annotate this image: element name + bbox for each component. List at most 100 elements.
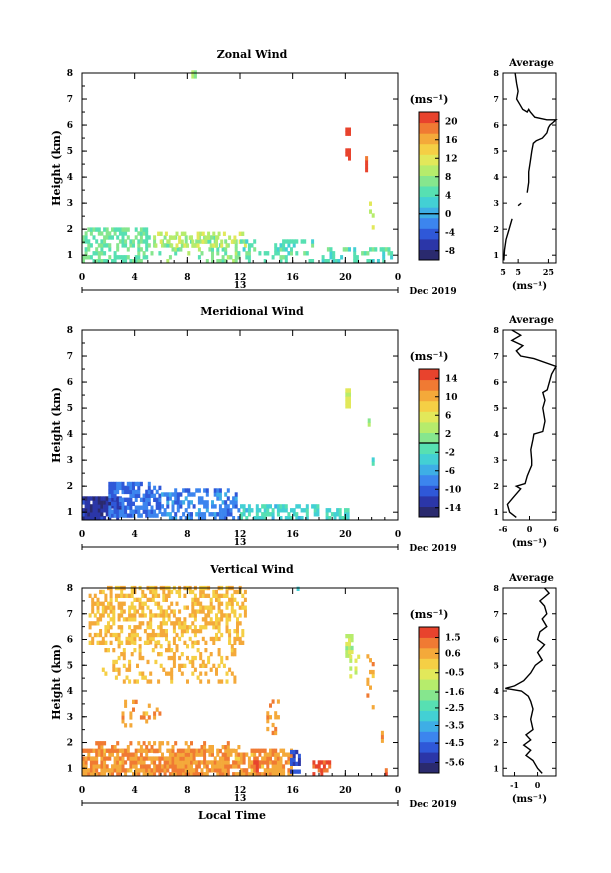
- heatmap-cell: [128, 625, 132, 630]
- avg-y-tick-label: 8: [493, 325, 499, 335]
- heatmap-cell: [233, 640, 237, 645]
- heatmap-cell: [216, 772, 220, 777]
- heatmap-cell: [217, 617, 221, 622]
- average-profile-line: [505, 587, 551, 774]
- heatmap-cell: [142, 227, 146, 232]
- heatmap-cell: [99, 632, 103, 638]
- heatmap-cell: [274, 752, 278, 757]
- heatmap-cell: [348, 400, 351, 405]
- heatmap-cell: [236, 625, 239, 630]
- heatmap-cell: [211, 259, 214, 264]
- heatmap-cell: [300, 516, 304, 521]
- heatmap-cell: [349, 658, 353, 663]
- heatmap-cell: [220, 593, 224, 598]
- heatmap-cell: [184, 488, 188, 493]
- heatmap-cell: [96, 609, 100, 614]
- heatmap-cell: [191, 640, 195, 645]
- heatmap-cell: [84, 512, 88, 517]
- avg-y-tick-label: 6: [493, 635, 499, 645]
- heatmap-cell: [92, 227, 96, 232]
- heatmap-cell: [130, 640, 134, 645]
- heatmap-cell: [226, 255, 230, 260]
- avg-y-tick-label: 7: [493, 609, 499, 619]
- heatmap-cell: [145, 243, 149, 248]
- heatmap-cell: [97, 504, 101, 509]
- heatmap-cell: [125, 667, 129, 672]
- heatmap-cell: [266, 251, 270, 256]
- heatmap-cell: [150, 748, 154, 753]
- heatmap-cell: [128, 593, 132, 598]
- heatmap-cell: [145, 239, 149, 244]
- heatmap-cell: [176, 756, 180, 761]
- heatmap-cell: [199, 679, 203, 684]
- heatmap-cell: [216, 768, 220, 773]
- heatmap-cell: [191, 239, 195, 244]
- heatmap-cell: [113, 756, 117, 761]
- heatmap-cell: [111, 496, 114, 501]
- heatmap-cell: [290, 516, 293, 521]
- heatmap-cell: [167, 593, 171, 598]
- heatmap-cell: [183, 231, 187, 236]
- heatmap-cell: [95, 764, 99, 769]
- heatmap-cell: [326, 259, 330, 264]
- x-tick-label: 4: [132, 273, 138, 283]
- heatmap-cell: [107, 613, 110, 618]
- heatmap-cell: [165, 636, 168, 642]
- heatmap-cell: [290, 769, 293, 774]
- x-tick-label: 20: [339, 530, 352, 540]
- heatmap-cell: [100, 239, 104, 244]
- heatmap-cell: [124, 489, 128, 495]
- heatmap-cell: [209, 243, 213, 248]
- heatmap-cell: [105, 496, 109, 501]
- heatmap-cell: [215, 593, 218, 598]
- heatmap-cell: [141, 593, 145, 598]
- heatmap-cell: [199, 231, 203, 236]
- heatmap-cell: [134, 699, 138, 704]
- heatmap-cell: [112, 648, 116, 653]
- x-tick-label: 20: [339, 273, 352, 283]
- heatmap-cell: [137, 513, 141, 518]
- heatmap-cell: [315, 764, 318, 769]
- heatmap-cell: [147, 764, 151, 769]
- heatmap-cell: [271, 512, 275, 517]
- heatmap-cell: [292, 761, 296, 766]
- heatmap-cell: [163, 756, 167, 761]
- colorbar-tick-label: 2: [445, 430, 451, 440]
- heatmap-cell: [305, 512, 309, 517]
- heatmap-cell: [132, 489, 135, 495]
- x-tick-label: 12: [234, 273, 247, 283]
- heatmap-cell: [374, 247, 378, 252]
- heatmap-cell: [82, 496, 85, 501]
- heatmap-cell: [279, 255, 283, 260]
- heatmap-cell: [168, 748, 172, 753]
- heatmap-cell: [107, 601, 110, 606]
- heatmap-cell: [236, 621, 239, 626]
- heatmap-cell: [211, 512, 214, 517]
- heatmap-cell: [348, 156, 351, 161]
- heatmap-cell: [350, 649, 354, 654]
- heatmap-cell: [208, 752, 212, 757]
- heatmap-cell: [250, 764, 254, 769]
- heatmap-cell: [129, 760, 133, 765]
- heatmap-cell: [292, 508, 296, 513]
- heatmap-cell: [141, 671, 145, 676]
- heatmap-cell: [353, 259, 357, 264]
- heatmap-cell: [329, 255, 333, 260]
- heatmap-cell: [139, 227, 143, 232]
- heatmap-cell: [97, 748, 101, 754]
- colorbar-tick-label: -14: [445, 504, 461, 514]
- heatmap-cell: [338, 512, 342, 517]
- heatmap-cell: [295, 512, 299, 517]
- heatmap-cell: [191, 655, 195, 661]
- heatmap-cell: [203, 504, 207, 509]
- heatmap-cell: [238, 640, 242, 645]
- heatmap-cell: [134, 748, 138, 753]
- heatmap-cell: [201, 617, 205, 622]
- heatmap-cell: [172, 636, 176, 642]
- heatmap-cell: [117, 605, 121, 610]
- heatmap-cell: [220, 613, 224, 618]
- heatmap-cell: [179, 756, 183, 761]
- heatmap-cell: [84, 748, 88, 753]
- heatmap-cell: [120, 613, 124, 618]
- y-tick-label: 4: [67, 173, 73, 183]
